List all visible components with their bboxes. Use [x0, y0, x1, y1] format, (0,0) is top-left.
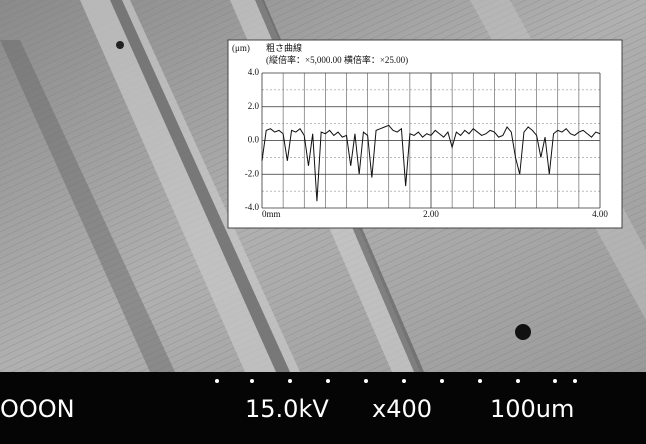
roughness-line: [261, 124, 601, 202]
sem-voltage: 15.0kV: [245, 395, 329, 423]
sem-info-bar: OOON 15.0kV x400 100um: [0, 372, 646, 444]
y-unit: (μm): [232, 43, 250, 53]
y-tick-label: 2.0: [248, 101, 260, 111]
y-tick-label: -4.0: [245, 202, 260, 212]
sem-scale: 100um: [490, 395, 574, 423]
y-tick-label: 4.0: [248, 67, 260, 77]
x-tick-label: 0mm: [262, 209, 281, 219]
sem-left-label: OOON: [0, 395, 75, 423]
x-tick-label: 4.00: [592, 209, 608, 219]
chart-subtitle: (縦倍率：×5,000.00 横倍率：×25.00): [266, 54, 408, 65]
y-tick-label: -2.0: [245, 168, 260, 178]
sem-magnification: x400: [372, 395, 432, 423]
y-tick-label: 0.0: [248, 135, 260, 145]
x-tick-label: 2.00: [423, 209, 439, 219]
roughness-chart: (μm) 粗さ曲線 (縦倍率：×5,000.00 横倍率：×25.00) 4.0…: [227, 39, 623, 229]
chart-title: 粗さ曲線: [266, 42, 302, 53]
